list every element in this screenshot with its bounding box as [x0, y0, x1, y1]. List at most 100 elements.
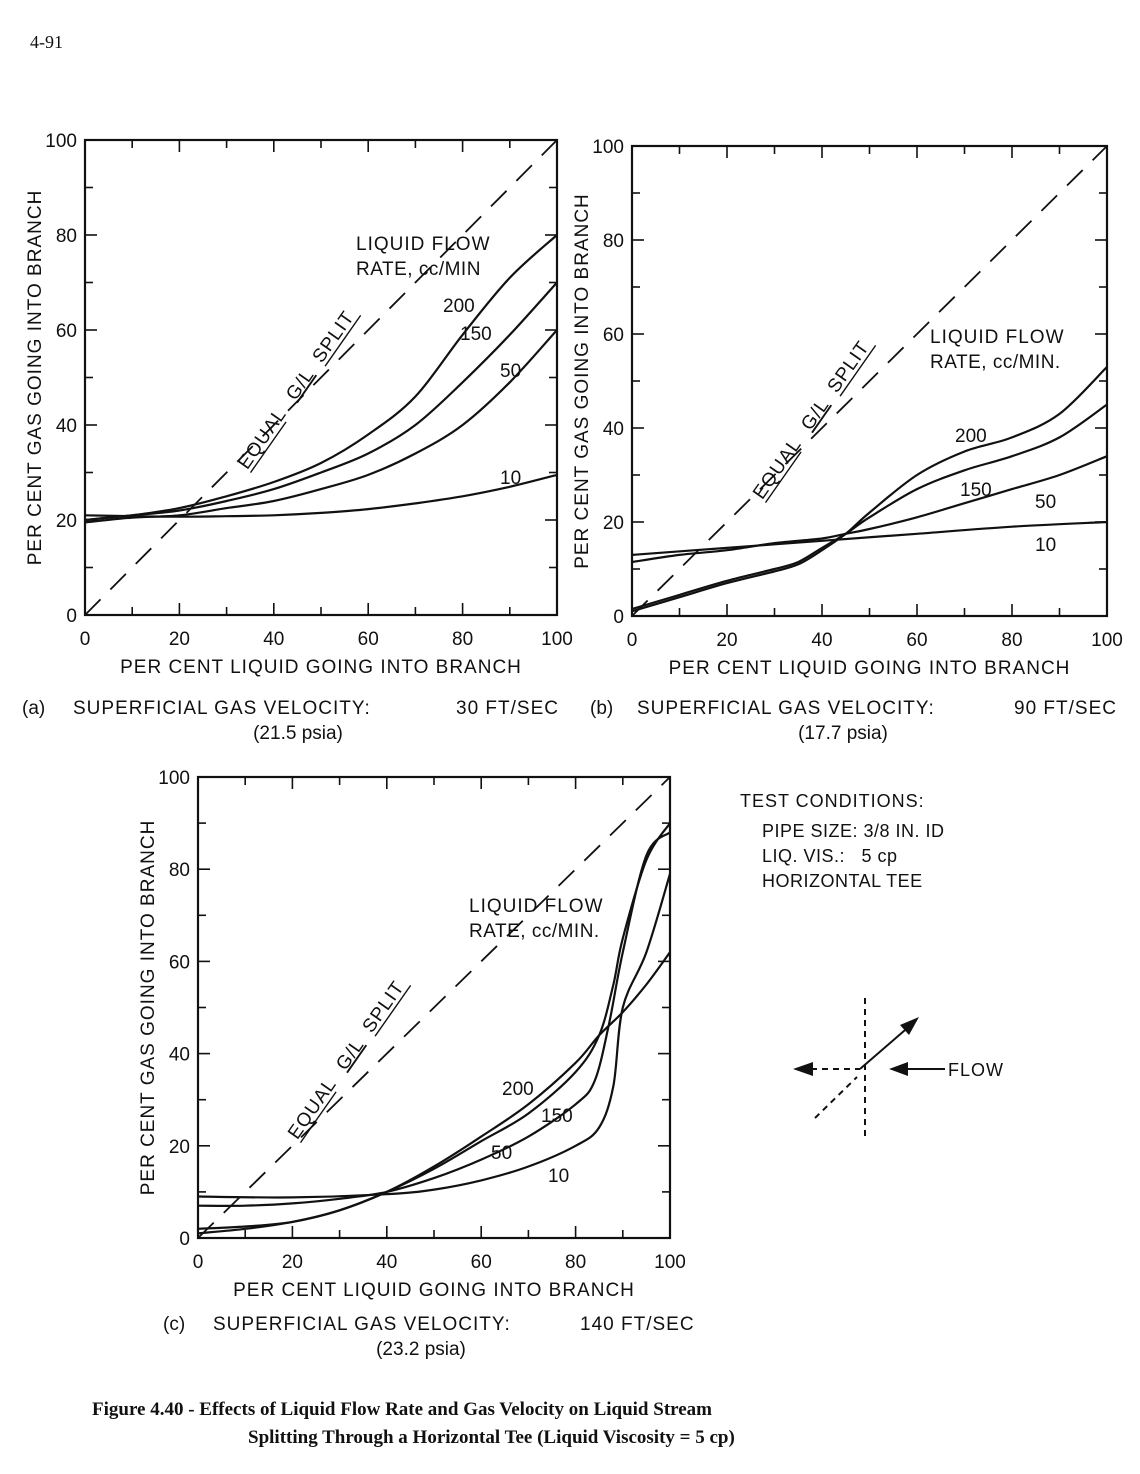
branch-flow-line	[859, 1023, 913, 1070]
tee-branch-dashed-line	[814, 1076, 858, 1119]
series-label-10: 10	[1035, 535, 1056, 556]
y-tick-label: 60	[603, 325, 624, 346]
equal-split-word-split: SPLIT	[359, 977, 409, 1036]
chart-caption-pressure: (23.2 psia)	[376, 1339, 466, 1360]
equal-underline	[764, 451, 802, 504]
x-tick-label: 0	[80, 629, 91, 650]
series-curve-50	[197, 831, 671, 1207]
chart-caption-pressure: (17.7 psia)	[798, 723, 888, 744]
y-tick-label: 100	[592, 137, 624, 158]
x-tick-label: 0	[627, 630, 638, 651]
x-tick-label: 100	[1091, 630, 1123, 651]
y-tick-label: 60	[169, 952, 190, 973]
split-underline	[324, 314, 362, 367]
series-label-50: 50	[500, 361, 521, 382]
series-curve-150	[84, 281, 558, 522]
y-tick-label: 100	[158, 768, 190, 789]
equal-split-line	[197, 776, 671, 1239]
series-label-150: 150	[541, 1106, 573, 1127]
legend-title-line2: RATE, cc/MIN.	[930, 352, 1061, 373]
y-tick-label: 80	[603, 231, 624, 252]
test-condition-pipe-size: PIPE SIZE: 3/8 IN. ID	[762, 821, 945, 841]
y-tick-label: 20	[603, 513, 624, 534]
y-tick-label: 0	[613, 607, 624, 628]
x-tick-label: 80	[452, 629, 473, 650]
test-conditions: TEST CONDITIONS: PIPE SIZE: 3/8 IN. ID L…	[740, 791, 945, 891]
chart-caption-text: SUPERFICIAL GAS VELOCITY:	[213, 1314, 511, 1335]
y-tick-label: 0	[179, 1229, 190, 1250]
x-tick-label: 60	[471, 1252, 492, 1273]
series-curve-200	[631, 366, 1108, 613]
chart-c: 0 20 40 60 80 100 0 20 40 60 80 100 PER CENT LIQUID …	[138, 768, 695, 1360]
page-number: 4-91	[30, 32, 63, 52]
chart-caption-text: SUPERFICIAL GAS VELOCITY:	[73, 698, 371, 719]
split-underline	[839, 344, 877, 397]
chart-a: 0 20 40 60 80 100 0 20 40 60 80 100 PER CENT LIQUID …	[22, 131, 573, 744]
y-tick-label: 40	[169, 1045, 190, 1066]
y-tick-label: 100	[45, 131, 77, 152]
equal-split-line	[631, 145, 1108, 617]
chart-caption-velocity: 30 FT/SEC	[456, 698, 559, 719]
chart-caption-velocity: 90 FT/SEC	[1014, 698, 1117, 719]
test-condition-viscosity: LIQ. VIS.: 5 cp	[762, 846, 898, 866]
equal-split-word-equal: EQUAL	[749, 434, 806, 503]
series-label-150: 150	[960, 480, 992, 501]
y-tick-label: 60	[56, 321, 77, 342]
y-tick-label: 80	[169, 860, 190, 881]
series-curve-10	[197, 873, 672, 1199]
equal-split-word-equal: EQUAL	[234, 404, 291, 473]
inlet-flow-arrowhead	[889, 1062, 908, 1076]
series-label-10: 10	[548, 1166, 569, 1187]
series-label-50: 50	[1035, 492, 1056, 513]
legend-title-line1: LIQUID FLOW	[356, 234, 491, 255]
equal-split-line	[84, 139, 558, 616]
chart-caption-letter: (c)	[163, 1314, 185, 1335]
series-curve-10	[84, 473, 558, 518]
chart-caption-text: SUPERFICIAL GAS VELOCITY:	[637, 698, 935, 719]
chart-b: 0 20 40 60 80 100 0 20 40 60 80 100 PER CENT LIQUID …	[572, 137, 1123, 744]
x-axis-label: PER CENT LIQUID GOING INTO BRANCH	[669, 658, 1071, 679]
x-tick-label: 40	[263, 629, 284, 650]
y-tick-label: 20	[56, 511, 77, 532]
x-tick-label: 20	[169, 629, 190, 650]
series-curve-10	[631, 520, 1108, 556]
equal-split-word-split: SPLIT	[824, 337, 874, 396]
flow-label: FLOW	[948, 1060, 1004, 1080]
x-tick-label: 60	[906, 630, 927, 651]
chart-caption-pressure: (21.5 psia)	[253, 723, 343, 744]
legend-title-line1: LIQUID FLOW	[930, 327, 1065, 348]
x-axis-label: PER CENT LIQUID GOING INTO BRANCH	[120, 657, 522, 678]
split-underline	[374, 984, 412, 1037]
legend-title-line2: RATE, cc/MIN.	[469, 921, 600, 942]
series-curve-150	[197, 822, 671, 1230]
y-tick-label: 40	[603, 419, 624, 440]
equal-split-word-split: SPLIT	[309, 307, 359, 366]
series-label-150: 150	[460, 324, 492, 345]
test-conditions-title: TEST CONDITIONS:	[740, 791, 925, 811]
y-tick-label: 40	[56, 416, 77, 437]
series-label-200: 200	[955, 426, 987, 447]
x-tick-label: 80	[565, 1252, 586, 1273]
branch-flow-arrowhead	[900, 1017, 919, 1035]
x-tick-label: 80	[1001, 630, 1022, 651]
x-tick-label: 100	[541, 629, 573, 650]
chart-caption-letter: (a)	[22, 698, 45, 719]
figure-caption-line2: Splitting Through a Horizontal Tee (Liqu…	[248, 1427, 735, 1448]
x-tick-label: 60	[358, 629, 379, 650]
x-tick-label: 0	[193, 1252, 204, 1273]
series-label-50: 50	[491, 1143, 512, 1164]
y-tick-label: 0	[66, 606, 77, 627]
equal-split-word-gl: G/L	[332, 1035, 368, 1075]
equal-split-word-gl: G/L	[797, 395, 833, 435]
equal-split-word-gl: G/L	[282, 365, 318, 405]
y-tick-label: 80	[56, 226, 77, 247]
chart-caption-velocity: 140 FT/SEC	[580, 1314, 695, 1335]
x-tick-label: 20	[716, 630, 737, 651]
x-tick-label: 40	[376, 1252, 397, 1273]
x-tick-label: 40	[811, 630, 832, 651]
legend-title-line1: LIQUID FLOW	[469, 896, 604, 917]
